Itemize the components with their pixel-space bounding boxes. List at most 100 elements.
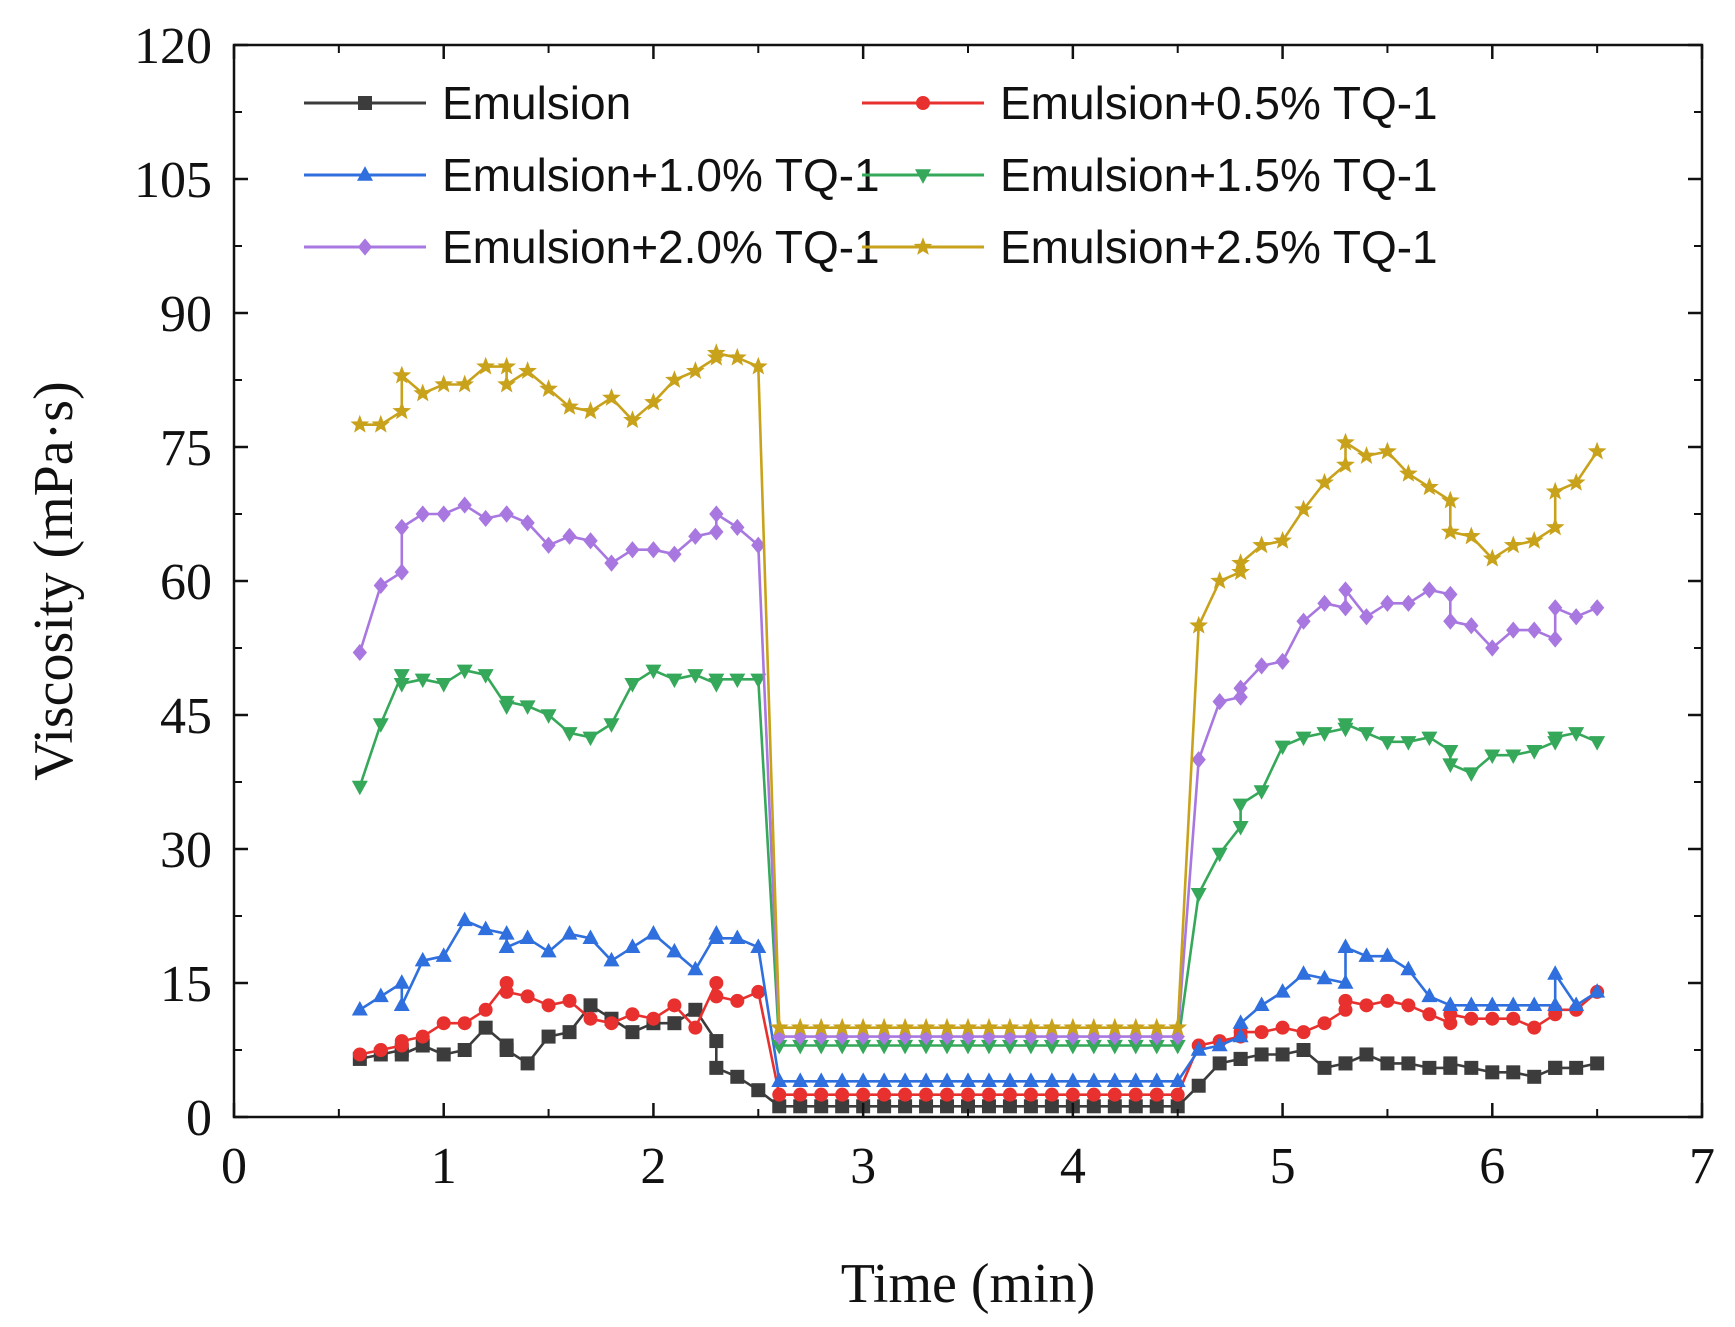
data-point (1589, 983, 1606, 998)
data-point (373, 1043, 388, 1057)
data-point (414, 673, 431, 689)
data-point (750, 938, 767, 953)
data-point (644, 392, 663, 411)
y-tick-label: 75 (160, 420, 212, 477)
data-point (625, 541, 640, 559)
legend-item: Emulsion+1.0% TQ-1 (304, 149, 880, 201)
data-point (373, 576, 388, 595)
data-point (540, 709, 557, 724)
data-point (750, 673, 767, 689)
data-point (1233, 1051, 1248, 1066)
data-point (1400, 960, 1417, 976)
data-point (1421, 987, 1438, 1003)
data-point (581, 401, 600, 420)
data-point (1566, 472, 1586, 491)
data-point (624, 938, 641, 953)
data-point (1548, 1060, 1563, 1075)
data-point (730, 518, 745, 536)
data-point (792, 1072, 809, 1087)
data-point (685, 361, 705, 380)
data-point (1526, 745, 1543, 760)
data-point (583, 532, 598, 550)
data-point (518, 361, 537, 380)
data-point (937, 1017, 957, 1036)
data-point (1274, 740, 1291, 756)
data-point (709, 989, 724, 1004)
data-point (665, 370, 684, 388)
data-point (1506, 1065, 1521, 1080)
data-point (667, 545, 682, 563)
data-point (351, 1000, 368, 1016)
data-point (372, 718, 389, 733)
data-point (351, 780, 368, 796)
series-3 (351, 911, 1606, 1087)
data-point (1358, 947, 1375, 962)
data-point (1527, 1020, 1542, 1035)
data-point (918, 1072, 935, 1087)
data-point (940, 1099, 955, 1114)
x-tick-label: 6 (1479, 1138, 1505, 1195)
data-point (1587, 441, 1607, 460)
data-point (1128, 1099, 1143, 1114)
x-tick-label: 1 (431, 1138, 457, 1195)
data-point (1422, 1060, 1437, 1075)
data-point (834, 1072, 851, 1087)
data-point (457, 1043, 472, 1057)
data-point (1545, 481, 1565, 500)
data-point (1254, 1025, 1269, 1040)
data-point (1211, 847, 1228, 863)
data-point (1212, 693, 1227, 711)
data-point (457, 1016, 472, 1031)
data-point (1044, 1099, 1059, 1114)
data-point (751, 1083, 766, 1098)
data-point (667, 1016, 682, 1031)
data-point (1442, 745, 1459, 760)
data-point (940, 1087, 955, 1102)
data-point (835, 1087, 850, 1102)
data-point (748, 356, 768, 375)
data-point (1021, 1017, 1041, 1036)
data-point (1295, 731, 1312, 747)
data-point (856, 1087, 871, 1102)
data-point (1275, 1020, 1290, 1035)
data-point (499, 505, 514, 523)
data-point (1569, 608, 1584, 626)
y-tick-label: 90 (160, 286, 212, 343)
data-point (1569, 1060, 1584, 1075)
data-point (1231, 553, 1251, 572)
data-point (604, 1016, 619, 1031)
data-point (1254, 657, 1269, 675)
x-tick-label: 4 (1060, 1138, 1086, 1195)
data-point (1568, 996, 1585, 1012)
data-point (981, 1087, 996, 1102)
data-point (1527, 621, 1542, 639)
x-tick-label: 5 (1270, 1138, 1296, 1195)
data-point (1002, 1099, 1017, 1114)
data-point (562, 527, 577, 545)
data-point (498, 695, 515, 711)
data-point (1357, 446, 1376, 464)
data-point (1359, 998, 1374, 1013)
data-point (687, 669, 704, 684)
data-point (1231, 562, 1251, 581)
data-point (476, 356, 496, 375)
data-point (478, 509, 493, 528)
x-tick-label: 7 (1689, 1138, 1715, 1195)
data-point (562, 1025, 577, 1040)
series-4 (351, 664, 1606, 1055)
data-point (541, 998, 556, 1013)
data-point (1147, 1017, 1167, 1036)
data-point (352, 1047, 367, 1062)
data-point (708, 673, 725, 689)
y-tick-label: 105 (134, 152, 212, 209)
data-point (1547, 996, 1564, 1012)
data-point (1065, 1087, 1080, 1102)
data-point (1484, 749, 1501, 765)
data-point (980, 1072, 997, 1087)
data-point (1590, 1056, 1605, 1071)
data-point (646, 1011, 661, 1026)
data-point (583, 998, 598, 1013)
data-point (729, 929, 746, 945)
data-point (1379, 736, 1396, 751)
series-2 (352, 976, 1605, 1102)
